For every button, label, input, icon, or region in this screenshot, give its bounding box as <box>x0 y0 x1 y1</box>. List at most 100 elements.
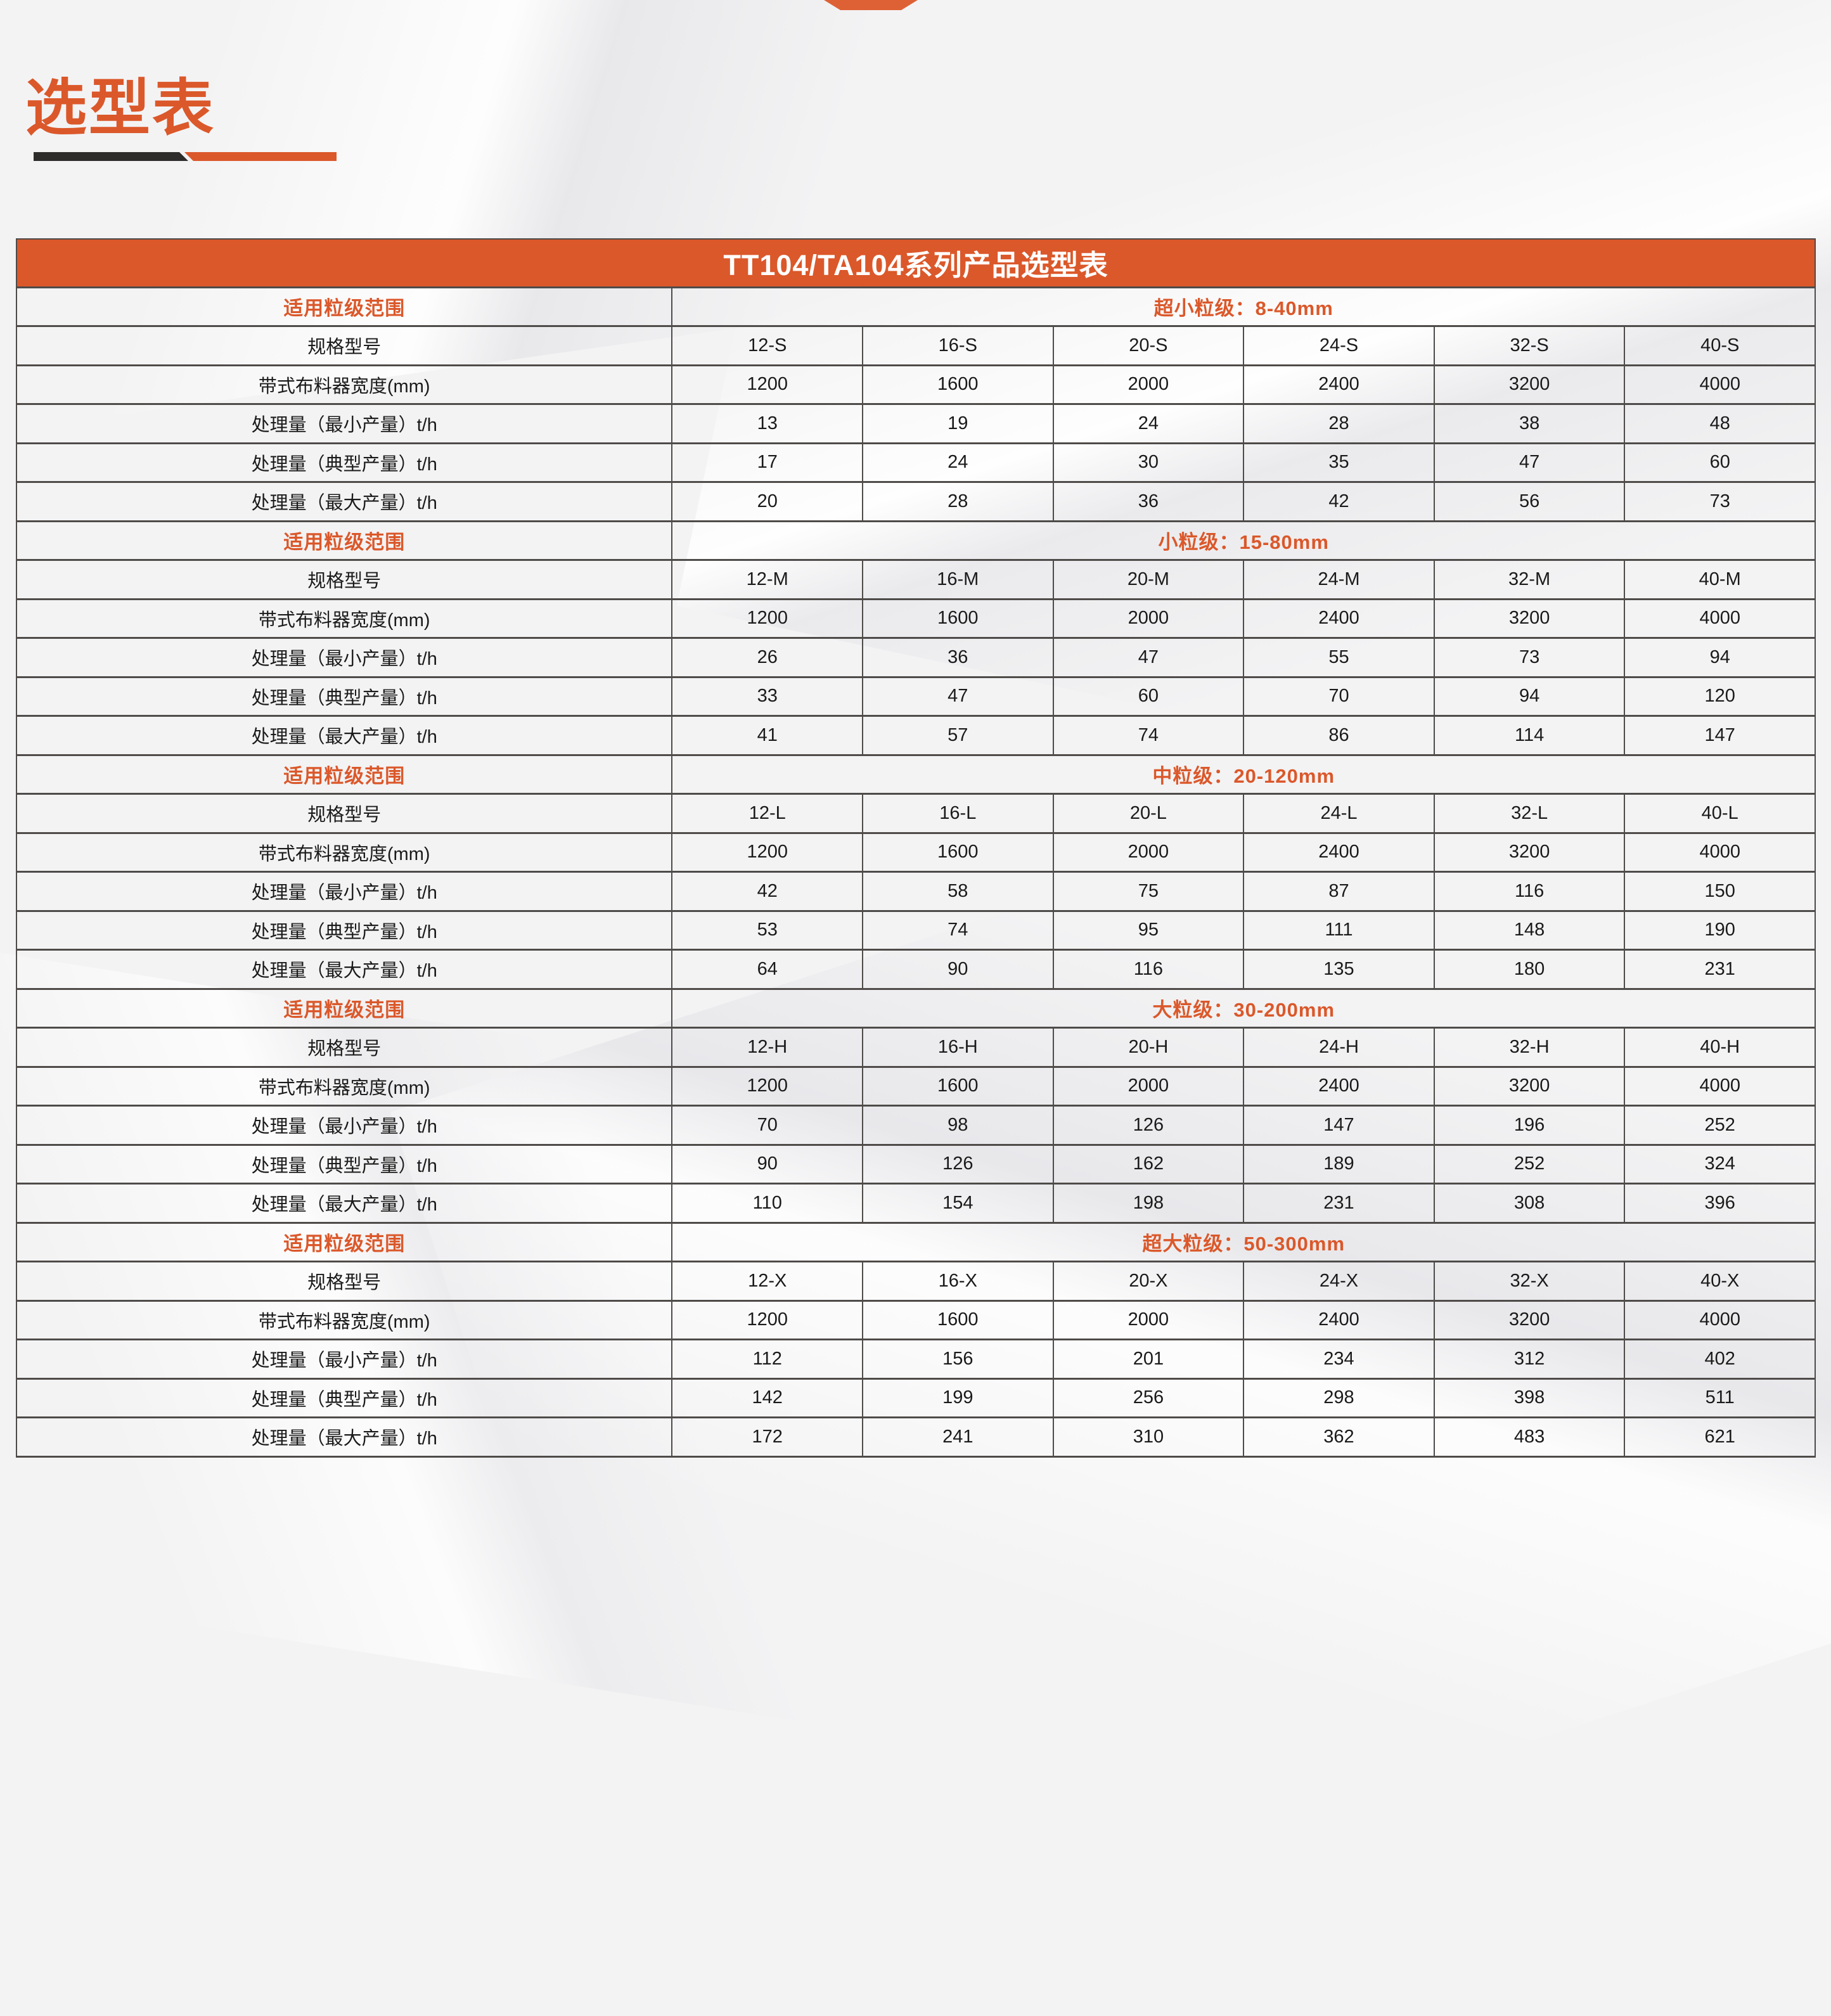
value-cell: 231 <box>1624 949 1816 990</box>
row-label-cell: 带式布料器宽度(mm) <box>15 1065 673 1107</box>
value-cell: 126 <box>862 1143 1054 1185</box>
value-cell: 12-M <box>671 559 864 600</box>
value-cell: 17 <box>671 442 864 483</box>
value-cell: 75 <box>1052 871 1245 912</box>
value-cell: 3200 <box>1433 364 1626 405</box>
value-cell: 24-X <box>1243 1261 1435 1302</box>
value-cell: 298 <box>1243 1377 1435 1418</box>
value-cell: 1600 <box>862 598 1054 639</box>
value-cell: 24 <box>1052 403 1245 444</box>
value-cell: 4000 <box>1624 1299 1816 1340</box>
value-cell: 32-L <box>1433 793 1626 834</box>
row-label-cell: 处理量（典型产量）t/h <box>15 1143 673 1185</box>
value-cell: 3200 <box>1433 598 1626 639</box>
section-header-row: 适用粒级范围 超小粒级：8-40mm <box>15 286 1816 327</box>
value-cell: 28 <box>1243 403 1435 444</box>
value-cell: 398 <box>1433 1377 1626 1418</box>
value-cell: 20 <box>671 481 864 522</box>
value-cell: 24-L <box>1243 793 1435 834</box>
value-cell: 60 <box>1052 676 1245 717</box>
row-label-cell: 处理量（最小产量）t/h <box>15 403 673 444</box>
value-cell: 12-X <box>671 1261 864 1302</box>
section-header-row: 适用粒级范围 小粒级：15-80mm <box>15 520 1816 561</box>
row-label-cell: 规格型号 <box>15 793 673 834</box>
table-header: TT104/TA104系列产品选型表 <box>16 239 1815 287</box>
range-label-cell: 适用粒级范围 <box>15 754 673 795</box>
value-cell: 90 <box>862 949 1054 990</box>
value-cell: 20-L <box>1052 793 1245 834</box>
value-cell: 40-H <box>1624 1027 1816 1068</box>
row-label-cell: 处理量（典型产量）t/h <box>15 442 673 483</box>
value-cell: 4000 <box>1624 598 1816 639</box>
value-cell: 16-H <box>862 1027 1054 1068</box>
section-header-row: 适用粒级范围 大粒级：30-200mm <box>15 987 1816 1029</box>
value-cell: 35 <box>1243 442 1435 483</box>
value-cell: 1200 <box>671 831 864 873</box>
value-cell: 24-S <box>1243 325 1435 366</box>
value-cell: 53 <box>671 909 864 951</box>
value-cell: 172 <box>671 1416 864 1458</box>
data-row: 处理量（典型产量）t/h 90 126 162 189 252 324 <box>15 1143 1816 1185</box>
row-label-cell: 处理量（最大产量）t/h <box>15 1183 673 1224</box>
range-label-cell: 适用粒级范围 <box>15 520 673 561</box>
data-row: 规格型号 12-M 16-M 20-M 24-M 32-M 40-M <box>15 559 1816 600</box>
data-row: 带式布料器宽度(mm) 1200 1600 2000 2400 3200 4000 <box>15 364 1816 405</box>
value-cell: 16-X <box>862 1261 1054 1302</box>
table-body: 适用粒级范围 超小粒级：8-40mm 规格型号 12-S 16-S 20-S 24-S 32-… <box>15 286 1816 1458</box>
value-cell: 324 <box>1624 1143 1816 1185</box>
value-cell: 189 <box>1243 1143 1435 1185</box>
data-row: 处理量（典型产量）t/h 33 47 60 70 94 120 <box>15 676 1816 717</box>
value-cell: 147 <box>1624 715 1816 756</box>
value-cell: 24-H <box>1243 1027 1435 1068</box>
value-cell: 483 <box>1433 1416 1626 1458</box>
value-cell: 12-L <box>671 793 864 834</box>
section-header-row: 适用粒级范围 中粒级：20-120mm <box>15 754 1816 795</box>
value-cell: 95 <box>1052 909 1245 951</box>
value-cell: 30 <box>1052 442 1245 483</box>
value-cell: 120 <box>1624 676 1816 717</box>
value-cell: 20-H <box>1052 1027 1245 1068</box>
data-row: 处理量（最小产量）t/h 112 156 201 234 312 402 <box>15 1339 1816 1380</box>
value-cell: 16-S <box>862 325 1054 366</box>
value-cell: 40-S <box>1624 325 1816 366</box>
data-row: 处理量（典型产量）t/h 142 199 256 298 398 511 <box>15 1377 1816 1418</box>
value-cell: 2400 <box>1243 1065 1435 1107</box>
value-cell: 3200 <box>1433 1299 1626 1340</box>
value-cell: 1600 <box>862 364 1054 405</box>
value-cell: 19 <box>862 403 1054 444</box>
page-title: 选型表 <box>25 74 215 143</box>
value-cell: 90 <box>671 1143 864 1185</box>
value-cell: 1200 <box>671 364 864 405</box>
value-cell: 162 <box>1052 1143 1245 1185</box>
row-label-cell: 规格型号 <box>15 1261 673 1302</box>
data-row: 处理量（最小产量）t/h 70 98 126 147 196 252 <box>15 1105 1816 1146</box>
data-row: 处理量（最小产量）t/h 13 19 24 28 38 48 <box>15 403 1816 444</box>
value-cell: 24 <box>862 442 1054 483</box>
range-label-cell: 适用粒级范围 <box>15 987 673 1029</box>
value-cell: 1200 <box>671 598 864 639</box>
row-label-cell: 规格型号 <box>15 1027 673 1068</box>
data-row: 规格型号 12-L 16-L 20-L 24-L 32-L 40-L <box>15 793 1816 834</box>
value-cell: 116 <box>1052 949 1245 990</box>
value-cell: 60 <box>1624 442 1816 483</box>
value-cell: 33 <box>671 676 864 717</box>
value-cell: 396 <box>1624 1183 1816 1224</box>
value-cell: 111 <box>1243 909 1435 951</box>
value-cell: 190 <box>1624 909 1816 951</box>
value-cell: 2400 <box>1243 364 1435 405</box>
value-cell: 36 <box>1052 481 1245 522</box>
range-label-cell: 适用粒级范围 <box>15 286 673 327</box>
value-cell: 32-H <box>1433 1027 1626 1068</box>
range-value-cell: 中粒级：20-120mm <box>671 754 1816 795</box>
value-cell: 156 <box>862 1339 1054 1380</box>
value-cell: 511 <box>1624 1377 1816 1418</box>
value-cell: 312 <box>1433 1339 1626 1380</box>
value-cell: 74 <box>1052 715 1245 756</box>
value-cell: 98 <box>862 1105 1054 1146</box>
row-label-cell: 处理量（典型产量）t/h <box>15 1377 673 1418</box>
value-cell: 198 <box>1052 1183 1245 1224</box>
value-cell: 252 <box>1433 1143 1626 1185</box>
value-cell: 47 <box>1433 442 1626 483</box>
data-row: 规格型号 12-H 16-H 20-H 24-H 32-H 40-H <box>15 1027 1816 1068</box>
